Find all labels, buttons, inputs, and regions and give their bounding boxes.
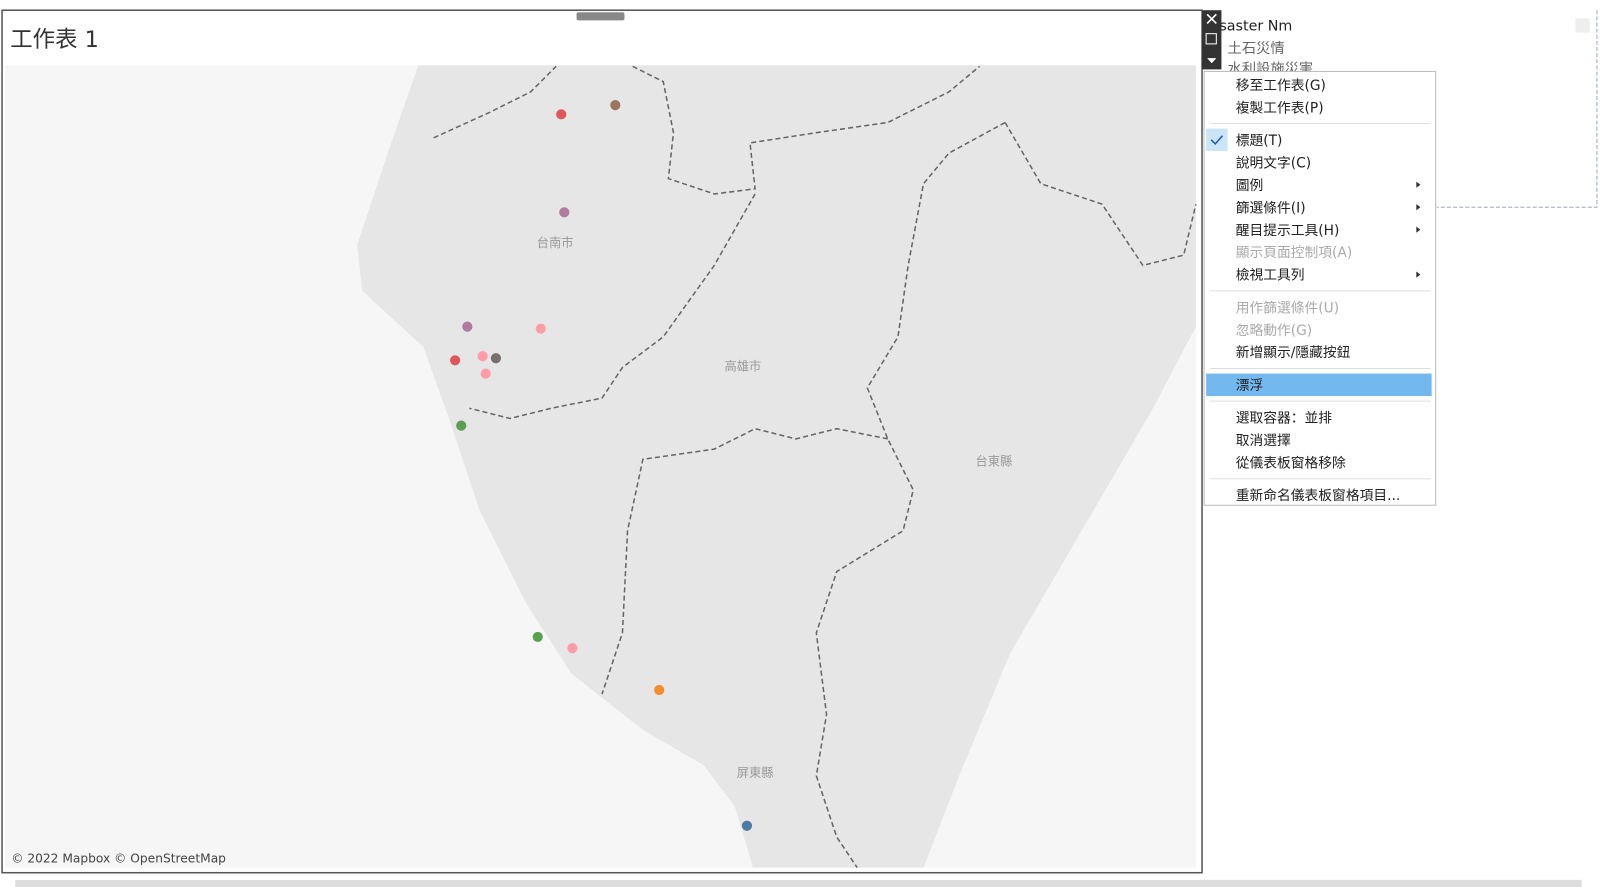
map-point[interactable]	[654, 684, 665, 696]
menu-item: 顯示頁面控制項(A)	[1236, 245, 1353, 261]
map-point[interactable]	[535, 323, 546, 334]
menu-frame	[1203, 70, 1437, 506]
check-box	[1206, 128, 1228, 152]
map-point[interactable]	[450, 355, 461, 366]
submenu-arrow	[1416, 226, 1421, 233]
legend-title: saster Nm	[1219, 19, 1292, 35]
container-buttons	[1202, 10, 1222, 70]
submenu-arrow	[1416, 181, 1421, 188]
map-label: 高雄市	[725, 359, 762, 374]
popout-button[interactable]	[1205, 33, 1217, 45]
legend-item: 土石災情	[1228, 40, 1285, 57]
menu-item[interactable]: 說明文字(C)	[1236, 154, 1311, 171]
map-label: 台南市	[537, 235, 574, 250]
map-point[interactable]	[532, 631, 543, 643]
menu-item[interactable]: 取消選擇	[1236, 433, 1291, 449]
submenu-arrow	[1416, 271, 1421, 278]
map-point[interactable]	[477, 351, 488, 362]
map-point[interactable]	[559, 207, 570, 218]
menu-item[interactable]: 圖例	[1236, 178, 1264, 194]
menu-item[interactable]: 移至工作表(G)	[1236, 78, 1326, 94]
map-label: 台東縣	[976, 453, 1013, 468]
map-point[interactable]	[480, 368, 491, 379]
menu-item[interactable]: 從儀表板窗格移除	[1236, 454, 1346, 471]
map-point[interactable]	[567, 643, 578, 654]
map-point[interactable]	[741, 820, 753, 831]
scrollbar[interactable]	[15, 879, 1582, 887]
menu-item: 用作篩選條件(U)	[1236, 300, 1339, 316]
menu-highlight	[1206, 373, 1432, 397]
map-attribution: © 2022 Mapbox © OpenStreetMap	[11, 852, 226, 866]
menu-item[interactable]: 選取容器：並排	[1236, 410, 1333, 427]
map-point[interactable]	[456, 420, 467, 431]
map-land	[357, 65, 1196, 868]
menu-item[interactable]: 篩選條件(I)	[1236, 200, 1306, 216]
submenu-arrow	[1416, 204, 1421, 211]
menu-item[interactable]: 醒目提示工具(H)	[1236, 223, 1340, 239]
drag-handle[interactable]	[576, 12, 625, 21]
map-point[interactable]	[610, 100, 621, 111]
map-point[interactable]	[462, 321, 473, 332]
map-points	[450, 100, 753, 831]
map-point[interactable]	[556, 109, 567, 120]
edit-icon[interactable]	[1575, 18, 1590, 33]
dropdown-button[interactable]	[1207, 58, 1217, 64]
menu-item[interactable]: 重新命名儀表板窗格項目...	[1236, 487, 1401, 504]
worksheet-title: 工作表 1	[10, 27, 99, 53]
map-label: 屏東縣	[737, 766, 774, 780]
menu-item[interactable]: 漂浮	[1236, 378, 1264, 394]
menu-item: 忽略動作(G)	[1236, 323, 1312, 339]
map-point[interactable]	[490, 353, 502, 364]
button-bar	[1202, 10, 1222, 70]
check-mark	[1210, 135, 1224, 146]
menu-item[interactable]: 檢視工具列	[1236, 267, 1305, 284]
legend-frame	[1436, 10, 1598, 208]
menu-item[interactable]: 新增顯示/隱藏按鈕	[1236, 345, 1351, 361]
menu-item[interactable]: 複製工作表(P)	[1236, 99, 1324, 116]
close-button[interactable]	[1206, 13, 1217, 25]
menu-item[interactable]: 標題(T)	[1236, 133, 1283, 149]
